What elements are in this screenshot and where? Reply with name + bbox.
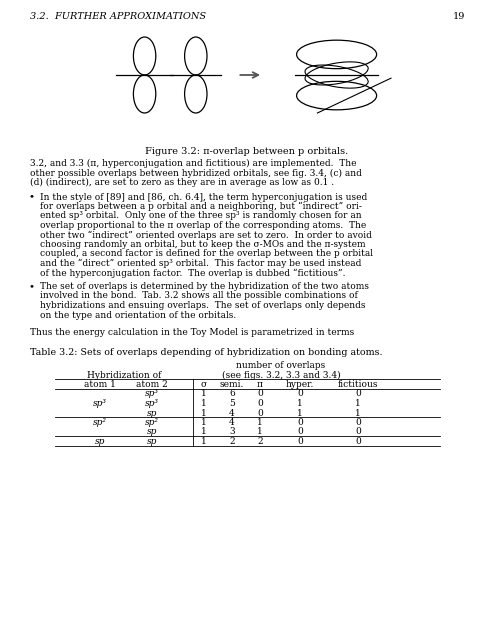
Text: 4: 4 [229, 418, 235, 427]
Text: sp²: sp² [93, 418, 107, 427]
Text: σ: σ [201, 380, 207, 389]
Text: 0: 0 [297, 428, 303, 436]
Text: 1: 1 [355, 399, 361, 408]
Text: sp³: sp³ [145, 390, 159, 399]
Text: sp: sp [147, 408, 157, 417]
Text: 0: 0 [297, 437, 303, 446]
Text: Table 3.2: Sets of overlaps depending of hybridization on bonding atoms.: Table 3.2: Sets of overlaps depending of… [30, 348, 383, 357]
Text: 2: 2 [229, 437, 235, 446]
Text: 0: 0 [297, 418, 303, 427]
Text: 1: 1 [201, 390, 207, 399]
Text: atom 2: atom 2 [136, 380, 168, 389]
Text: 19: 19 [452, 12, 465, 21]
Text: (see figs. 3.2, 3.3 and 3.4): (see figs. 3.2, 3.3 and 3.4) [222, 371, 341, 380]
Text: •: • [28, 193, 34, 202]
Text: 1: 1 [257, 418, 263, 427]
Text: other possible overlaps between hybridized orbitals, see fig. 3.4, (c) and: other possible overlaps between hybridiz… [30, 168, 362, 178]
Text: 1: 1 [355, 408, 361, 417]
Text: π: π [257, 380, 263, 389]
Text: 1: 1 [201, 399, 207, 408]
Text: fictitious: fictitious [338, 380, 378, 389]
Text: 1: 1 [201, 428, 207, 436]
Text: 1: 1 [201, 437, 207, 446]
Text: 0: 0 [257, 408, 263, 417]
Text: atom 1: atom 1 [84, 380, 116, 389]
Text: sp³: sp³ [145, 399, 159, 408]
Text: semi.: semi. [220, 380, 244, 389]
Text: 3.2.  FURTHER APPROXIMATIONS: 3.2. FURTHER APPROXIMATIONS [30, 12, 206, 21]
Text: 3.2, and 3.3 (π, hyperconjugation and fictitious) are implemented.  The: 3.2, and 3.3 (π, hyperconjugation and fi… [30, 159, 356, 168]
Text: other two “indirect” oriented overlaps are set to zero.  In order to avoid: other two “indirect” oriented overlaps a… [40, 230, 372, 240]
Text: hybridizations and ensuing overlaps.  The set of overlaps only depends: hybridizations and ensuing overlaps. The… [40, 301, 365, 310]
Text: 1: 1 [257, 428, 263, 436]
Text: of the hyperconjugation factor.  The overlap is dubbed “fictitious”.: of the hyperconjugation factor. The over… [40, 269, 346, 278]
Text: 1: 1 [297, 408, 303, 417]
Text: 2: 2 [257, 437, 263, 446]
Text: on the type and orientation of the orbitals.: on the type and orientation of the orbit… [40, 310, 236, 319]
Text: number of overlaps: number of overlaps [237, 361, 326, 370]
Text: 1: 1 [201, 408, 207, 417]
Text: sp: sp [147, 428, 157, 436]
Text: Hybridization of: Hybridization of [87, 371, 161, 380]
Text: 1: 1 [297, 399, 303, 408]
Text: 3: 3 [229, 428, 235, 436]
Text: overlap proportional to the π overlap of the corresponding atoms.  The: overlap proportional to the π overlap of… [40, 221, 366, 230]
Text: The set of overlaps is determined by the hybridization of the two atoms: The set of overlaps is determined by the… [40, 282, 369, 291]
Text: coupled, a second factor is defined for the overlap between the p orbital: coupled, a second factor is defined for … [40, 250, 373, 259]
Text: 0: 0 [355, 418, 361, 427]
Text: 4: 4 [229, 408, 235, 417]
Text: 0: 0 [257, 399, 263, 408]
Text: sp: sp [95, 437, 105, 446]
Text: choosing randomly an orbital, but to keep the σ-MOs and the π-system: choosing randomly an orbital, but to kee… [40, 240, 366, 249]
Text: 0: 0 [257, 390, 263, 399]
Text: for overlaps between a p orbital and a neighboring, but “indirect” ori-: for overlaps between a p orbital and a n… [40, 202, 362, 211]
Text: sp²: sp² [145, 418, 159, 427]
Text: In the style of [89] and [86, ch. 6.4], the term hyperconjugation is used: In the style of [89] and [86, ch. 6.4], … [40, 193, 367, 202]
Text: (d) (indirect), are set to zero as they are in average as low as 0.1 .: (d) (indirect), are set to zero as they … [30, 178, 334, 187]
Text: involved in the bond.  Tab. 3.2 shows all the possible combinations of: involved in the bond. Tab. 3.2 shows all… [40, 291, 358, 301]
Text: 0: 0 [355, 390, 361, 399]
Text: Figure 3.2: π-overlap between p orbitals.: Figure 3.2: π-overlap between p orbitals… [146, 147, 348, 156]
Text: 5: 5 [229, 399, 235, 408]
Text: •: • [28, 282, 34, 291]
Text: 0: 0 [355, 428, 361, 436]
Text: 0: 0 [297, 390, 303, 399]
Text: Thus the energy calculation in the Toy Model is parametrized in terms: Thus the energy calculation in the Toy M… [30, 328, 354, 337]
Text: 6: 6 [229, 390, 235, 399]
Text: and the “direct” oriented sp³ orbital.  This factor may be used instead: and the “direct” oriented sp³ orbital. T… [40, 259, 361, 268]
Text: 1: 1 [201, 418, 207, 427]
Text: 0: 0 [355, 437, 361, 446]
Text: hyper.: hyper. [286, 380, 314, 389]
Text: sp: sp [147, 437, 157, 446]
Text: ented sp³ orbital.  Only one of the three sp³ is randomly chosen for an: ented sp³ orbital. Only one of the three… [40, 211, 362, 221]
Text: sp³: sp³ [93, 399, 107, 408]
